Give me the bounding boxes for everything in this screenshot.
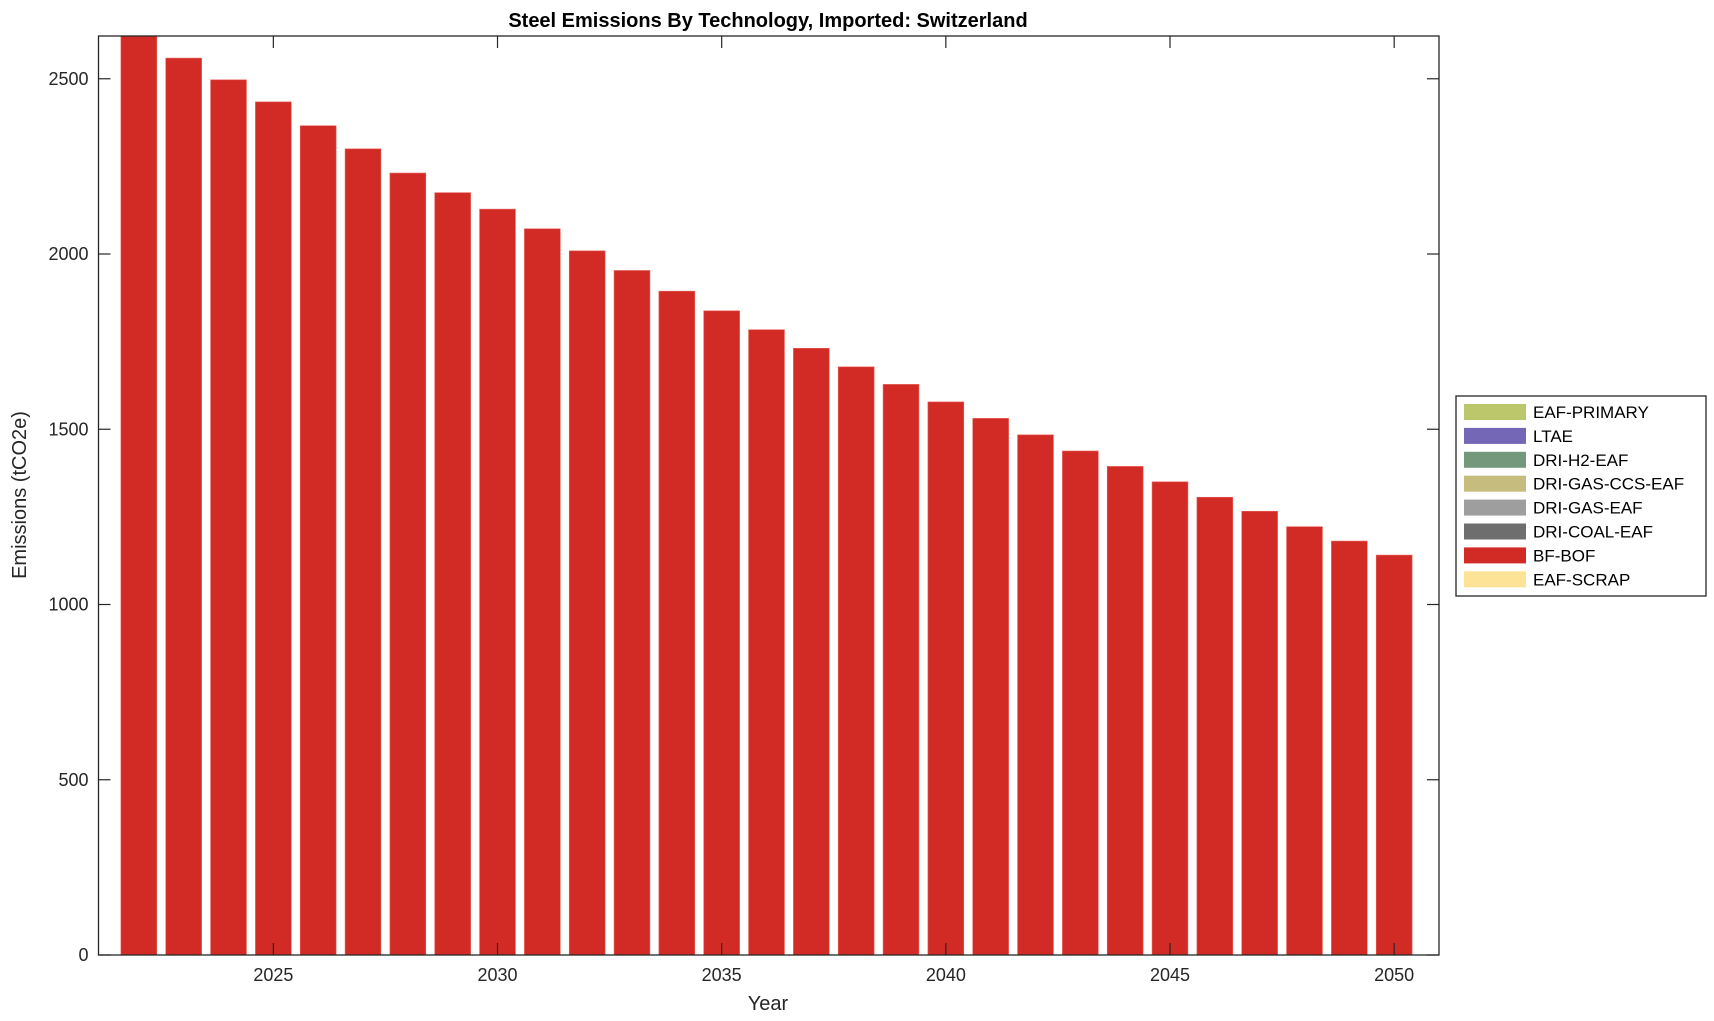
bar-bf-bof-2033 <box>613 270 651 956</box>
bar-bf-bof-2031 <box>524 228 561 956</box>
bar-bf-bof-2026 <box>299 125 337 956</box>
legend-label-dri-gas-ccs-eaf: DRI-GAS-CCS-EAF <box>1533 475 1684 494</box>
bar-bf-bof-2040 <box>927 401 965 956</box>
legend-box <box>1455 395 1707 597</box>
y-tick-label: 1500 <box>48 419 88 439</box>
y-tick-label: 500 <box>58 770 88 790</box>
bar-bf-bof-2039 <box>882 384 920 956</box>
legend-swatch-eaf-scrap <box>1464 571 1526 588</box>
bar-bf-bof-2048 <box>1286 526 1323 956</box>
legend-swatch-dri-h2-eaf <box>1464 451 1526 468</box>
legend-label-dri-gas-eaf: DRI-GAS-EAF <box>1533 499 1643 518</box>
legend-swatch-bf-bof <box>1464 547 1526 564</box>
legend-swatch-dri-coal-eaf <box>1464 523 1526 540</box>
x-tick-label: 2045 <box>1150 965 1190 985</box>
bar-bf-bof-2029 <box>434 192 471 956</box>
x-tick-label: 2050 <box>1374 965 1414 985</box>
bars-group <box>120 35 1413 956</box>
plot-area-frame <box>97 35 1440 956</box>
legend-label-dri-h2-eaf: DRI-H2-EAF <box>1533 451 1628 470</box>
y-tick-label: 2500 <box>48 69 88 89</box>
bar-bf-bof-2038 <box>837 366 875 956</box>
x-tick-label: 2025 <box>253 965 293 985</box>
bar-bf-bof-2024 <box>210 79 247 956</box>
bar-bf-bof-2028 <box>389 172 427 956</box>
bar-bf-bof-2050 <box>1375 554 1413 956</box>
x-tick-label: 2030 <box>477 965 517 985</box>
bar-bf-bof-2042 <box>1017 434 1054 956</box>
bar-bf-bof-2034 <box>658 290 696 956</box>
x-tick-label: 2035 <box>702 965 742 985</box>
bar-bf-bof-2047 <box>1241 510 1278 956</box>
legend: EAF-PRIMARY LTAE DRI-H2-EAF DRI-GAS-CCS-EAF… <box>1455 395 1707 597</box>
bar-bf-bof-2030 <box>479 208 516 956</box>
bar-bf-bof-2043 <box>1062 450 1099 956</box>
bar-bf-bof-2037 <box>793 347 830 956</box>
bar-bf-bof-2045 <box>1151 481 1189 956</box>
bar-bf-bof-2032 <box>568 250 606 956</box>
legend-swatch-eaf-primary <box>1464 404 1526 420</box>
legend-swatch-dri-gas-eaf <box>1464 499 1526 516</box>
bar-bf-bof-2041 <box>972 418 1009 956</box>
y-tick-label: 1000 <box>48 595 88 615</box>
legend-label-eaf-scrap: EAF-SCRAP <box>1533 570 1630 589</box>
ticks-group: 2025 2030 2035 2040 2045 2050 0 500 1000 1500 2000… <box>48 36 1439 985</box>
bar-bf-bof-2049 <box>1331 540 1368 956</box>
legend-swatch-ltae <box>1464 427 1526 444</box>
bar-bf-bof-2023 <box>165 57 202 956</box>
legend-label-dri-coal-eaf: DRI-COAL-EAF <box>1533 523 1653 542</box>
x-axis-label: Year <box>748 993 789 1015</box>
bar-bf-bof-2027 <box>344 148 382 956</box>
legend-label-eaf-primary: EAF-PRIMARY <box>1533 403 1649 422</box>
bar-bf-bof-2025 <box>255 101 292 956</box>
bar-bf-bof-2044 <box>1106 466 1144 956</box>
y-axis-label: Emissions (tCO2e) <box>9 411 31 579</box>
legend-swatch-dri-gas-ccs-eaf <box>1464 475 1526 492</box>
legend-label-ltae: LTAE <box>1533 427 1573 446</box>
bar-bf-bof-2036 <box>748 329 785 956</box>
chart-title: Steel Emissions By Technology, Imported:… <box>508 10 1027 32</box>
y-tick-label: 0 <box>78 945 88 965</box>
bar-bf-bof-2022 <box>120 35 158 956</box>
legend-label-bf-bof: BF-BOF <box>1533 546 1595 565</box>
bar-bf-bof-2035 <box>703 310 740 956</box>
x-tick-label: 2040 <box>926 965 966 985</box>
bar-bf-bof-2046 <box>1196 496 1234 956</box>
y-tick-label: 2000 <box>48 244 88 264</box>
